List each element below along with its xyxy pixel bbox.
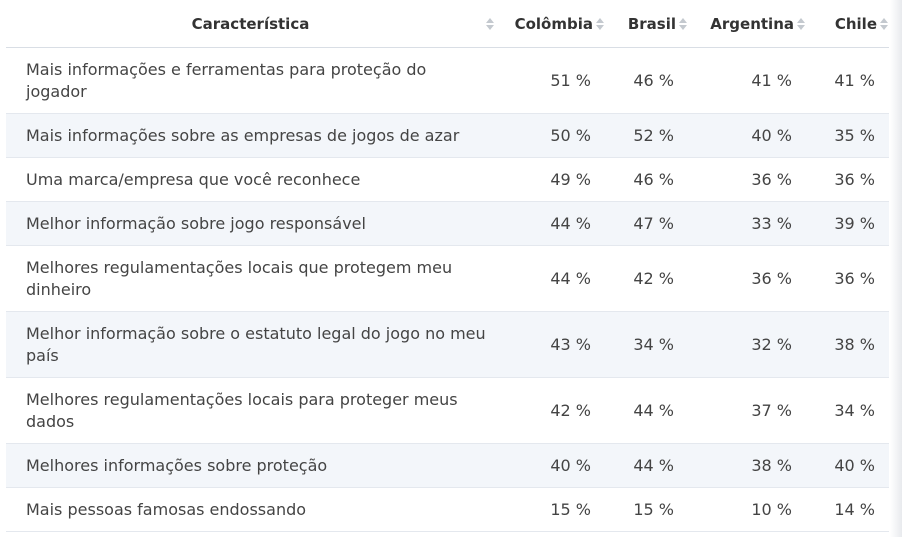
header-row: Característica Colômbia Brasil: [6, 0, 889, 48]
header-label: Colômbia: [514, 14, 593, 33]
row-label: Melhor informação sobre o estatuto legal…: [6, 311, 495, 378]
cell-chile: 36 %: [806, 245, 889, 312]
cell-colombia: 40 %: [495, 443, 605, 488]
cell-brasil: 15 %: [605, 487, 688, 532]
header-colombia[interactable]: Colômbia: [495, 0, 605, 48]
sort-arrows-icon[interactable]: [485, 16, 495, 32]
scroll-edge-shadow: [890, 0, 902, 537]
table-row: Melhores regulamentações locais que prot…: [6, 245, 889, 312]
cell-argentina: 37 %: [688, 377, 806, 444]
cell-argentina: 33 %: [688, 201, 806, 246]
table-row: Mais informações e ferramentas para prot…: [6, 47, 889, 114]
table-row: Melhor informação sobre o estatuto legal…: [6, 311, 889, 378]
row-label: Melhor informação sobre jogo responsável: [6, 201, 495, 246]
table-row: Mais informações sobre as empresas de jo…: [6, 113, 889, 158]
cell-colombia: 42 %: [495, 377, 605, 444]
header-brasil[interactable]: Brasil: [605, 0, 688, 48]
header-chile[interactable]: Chile: [806, 0, 889, 48]
cell-chile: 14 %: [806, 487, 889, 532]
cell-argentina: 36 %: [688, 245, 806, 312]
cell-colombia: 43 %: [495, 311, 605, 378]
header-label: Brasil: [627, 14, 676, 33]
row-label: Mais informações e ferramentas para prot…: [6, 47, 495, 114]
header-label: Argentina: [710, 14, 794, 33]
row-label: Melhores regulamentações locais que prot…: [6, 245, 495, 312]
table-row: Melhor informação sobre jogo responsável…: [6, 201, 889, 246]
header-label: Chile: [834, 14, 877, 33]
cell-colombia: 51 %: [495, 47, 605, 114]
table-row: Melhores regulamentações locais para pro…: [6, 377, 889, 444]
cell-brasil: 44 %: [605, 377, 688, 444]
cell-colombia: 44 %: [495, 201, 605, 246]
cell-brasil: 34 %: [605, 311, 688, 378]
row-label: Melhores regulamentações locais para pro…: [6, 377, 495, 444]
cell-chile: 36 %: [806, 157, 889, 202]
cell-chile: 35 %: [806, 113, 889, 158]
table-row: Melhores informações sobre proteção 40 %…: [6, 443, 889, 488]
cell-argentina: 41 %: [688, 47, 806, 114]
cell-argentina: 36 %: [688, 157, 806, 202]
row-label: Uma marca/empresa que você reconhece: [6, 157, 495, 202]
header-caracteristica[interactable]: Característica: [6, 0, 495, 48]
table-row: Uma marca/empresa que você reconhece 49 …: [6, 157, 889, 202]
cell-chile: 40 %: [806, 443, 889, 488]
cell-chile: 38 %: [806, 311, 889, 378]
sort-arrows-icon[interactable]: [796, 16, 806, 32]
cell-colombia: 50 %: [495, 113, 605, 158]
header-argentina[interactable]: Argentina: [688, 0, 806, 48]
cell-argentina: 32 %: [688, 311, 806, 378]
cell-brasil: 46 %: [605, 157, 688, 202]
row-label: Mais informações sobre as empresas de jo…: [6, 113, 495, 158]
cell-colombia: 49 %: [495, 157, 605, 202]
cell-argentina: 10 %: [688, 487, 806, 532]
sort-arrows-icon[interactable]: [595, 16, 605, 32]
cell-brasil: 46 %: [605, 47, 688, 114]
cell-brasil: 44 %: [605, 443, 688, 488]
cell-argentina: 38 %: [688, 443, 806, 488]
data-table: Característica Colômbia Brasil: [6, 0, 889, 532]
sort-arrows-icon[interactable]: [879, 16, 889, 32]
cell-brasil: 52 %: [605, 113, 688, 158]
row-label: Melhores informações sobre proteção: [6, 443, 495, 488]
cell-argentina: 40 %: [688, 113, 806, 158]
cell-brasil: 42 %: [605, 245, 688, 312]
cell-chile: 41 %: [806, 47, 889, 114]
header-label: Característica: [191, 14, 310, 33]
sort-arrows-icon[interactable]: [678, 16, 688, 32]
data-table-wrapper: Característica Colômbia Brasil: [6, 0, 889, 532]
table-row: Mais pessoas famosas endossando 15 % 15 …: [6, 487, 889, 532]
cell-colombia: 44 %: [495, 245, 605, 312]
cell-chile: 34 %: [806, 377, 889, 444]
cell-colombia: 15 %: [495, 487, 605, 532]
cell-brasil: 47 %: [605, 201, 688, 246]
cell-chile: 39 %: [806, 201, 889, 246]
row-label: Mais pessoas famosas endossando: [6, 487, 495, 532]
